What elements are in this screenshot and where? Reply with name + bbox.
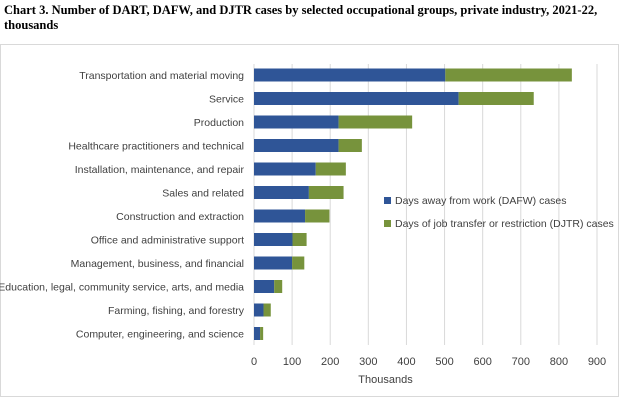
bar-djtr: [458, 92, 534, 105]
category-label: Healthcare practitioners and technical: [68, 141, 244, 153]
x-tick-label: 500: [435, 356, 453, 368]
bar-dafw: [254, 186, 309, 199]
bar-djtr: [305, 209, 330, 223]
bar-dafw: [254, 256, 293, 270]
legend-swatch: [384, 220, 391, 227]
bar-djtr: [445, 68, 572, 82]
bar-dafw: [254, 92, 459, 105]
category-label: Sales and related: [162, 188, 244, 200]
bar-dafw: [254, 115, 339, 129]
category-label: Computer, engineering, and science: [76, 329, 244, 341]
bar-djtr: [263, 303, 271, 317]
bar-dafw: [254, 280, 275, 293]
bar-djtr: [338, 115, 413, 129]
bar-djtr: [338, 139, 362, 152]
bar-djtr: [274, 280, 283, 293]
x-tick-label: 300: [359, 356, 377, 368]
bar-dafw: [254, 327, 261, 340]
bar-djtr: [308, 186, 344, 199]
category-label: Office and administrative support: [91, 235, 244, 247]
x-tick-label: 900: [588, 356, 606, 368]
bar-djtr: [315, 162, 346, 176]
category-label: Service: [209, 94, 244, 106]
x-tick-label: 600: [473, 356, 491, 368]
legend-label: Days of job transfer or restriction (DJT…: [395, 218, 614, 230]
bar-dafw: [254, 303, 264, 317]
x-tick-label: 800: [550, 356, 568, 368]
x-tick-label: 400: [397, 356, 415, 368]
x-axis-label: Thousands: [358, 374, 413, 386]
category-label: Production: [194, 117, 244, 129]
bar-dafw: [254, 233, 293, 246]
x-tick-label: 100: [283, 356, 301, 368]
bar-dafw: [254, 209, 306, 223]
bar-djtr: [292, 256, 305, 270]
bar-djtr: [260, 327, 264, 340]
x-tick-label: 200: [321, 356, 339, 368]
category-label: Transportation and material moving: [79, 70, 244, 82]
bar-dafw: [254, 162, 316, 176]
chart-title: Chart 3. Number of DART, DAFW, and DJTR …: [4, 3, 598, 32]
category-label: Farming, fishing, and forestry: [108, 305, 245, 317]
chart-border: [0, 44, 619, 397]
category-label: Management, business, and financial: [71, 258, 244, 270]
bar-djtr: [292, 233, 307, 246]
x-tick-label: 700: [512, 356, 530, 368]
legend-label: Days away from work (DAFW) cases: [395, 195, 567, 207]
bar-dafw: [254, 68, 446, 82]
legend-swatch: [384, 197, 391, 204]
x-tick-label: 0: [251, 356, 257, 368]
category-label: Installation, maintenance, and repair: [75, 164, 245, 176]
category-label: Construction and extraction: [116, 211, 244, 223]
bar-dafw: [254, 139, 339, 152]
category-label: Education, legal, community service, art…: [0, 282, 244, 294]
